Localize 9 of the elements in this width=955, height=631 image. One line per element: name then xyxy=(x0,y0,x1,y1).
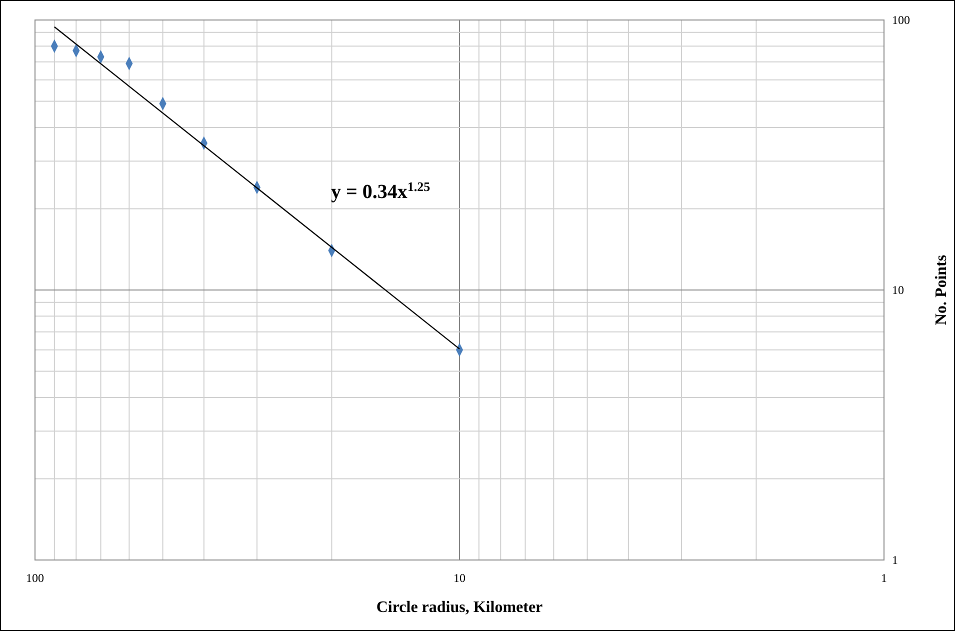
x-tick-label: 1 xyxy=(881,571,887,585)
y-tick-label: 10 xyxy=(892,283,904,297)
x-axis-title: Circle radius, Kilometer xyxy=(376,599,543,616)
y-tick-label: 1 xyxy=(892,553,898,567)
y-tick-label: 100 xyxy=(892,13,910,27)
x-tick-label: 10 xyxy=(454,571,466,585)
x-tick-label: 100 xyxy=(26,571,44,585)
y-axis-title: No. Points xyxy=(933,254,950,326)
annotation: y = 0.34x$^{1.25}$ xyxy=(331,178,431,203)
